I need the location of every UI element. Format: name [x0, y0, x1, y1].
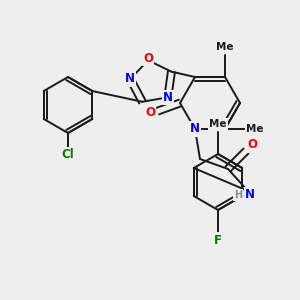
Text: Me: Me	[216, 42, 234, 52]
Text: Me: Me	[246, 124, 264, 134]
Text: N: N	[190, 122, 200, 136]
Text: O: O	[143, 52, 153, 65]
Text: N: N	[125, 72, 135, 86]
Text: F: F	[214, 233, 222, 247]
Text: Cl: Cl	[61, 148, 74, 161]
Text: O: O	[145, 106, 155, 119]
Text: N: N	[163, 91, 173, 104]
Text: H: H	[234, 190, 242, 200]
Text: O: O	[247, 139, 257, 152]
Text: Me: Me	[209, 119, 227, 129]
Text: N: N	[245, 188, 255, 202]
